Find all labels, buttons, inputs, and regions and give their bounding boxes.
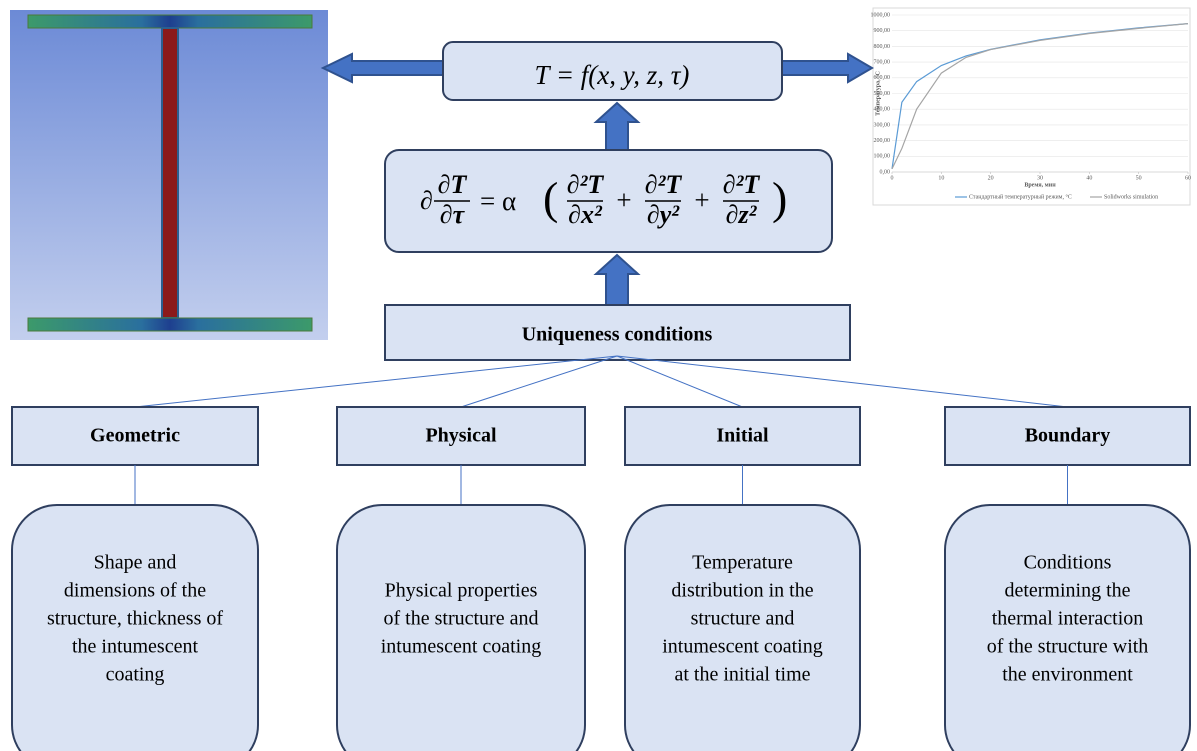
arrow-up <box>596 103 638 150</box>
x-tick-label: 60 <box>1185 175 1191 181</box>
description-line: thermal interaction <box>992 608 1144 630</box>
x-tick-label: 50 <box>1136 175 1142 181</box>
x-axis-label: Время, мин <box>1024 182 1056 188</box>
description-line: dimensions of the <box>64 580 206 602</box>
denominator: ∂τ <box>440 200 466 229</box>
x-tick-label: 0 <box>891 175 894 181</box>
equals: = α <box>480 186 516 216</box>
numerator: ∂²T <box>723 170 761 199</box>
y-tick-label: 0,00 <box>880 169 891 175</box>
paren: ( <box>543 173 558 224</box>
description-line: intumescent coating <box>662 636 823 658</box>
condition-label: Geometric <box>90 425 180 447</box>
description-line: of the structure with <box>987 636 1149 658</box>
description-line: distribution in the <box>671 580 813 602</box>
prefix: ∂ <box>420 186 433 215</box>
description-line: structure and <box>691 608 795 630</box>
description-line: of the structure and <box>384 608 539 630</box>
x-tick-label: 20 <box>988 175 994 181</box>
description-line: coating <box>106 664 165 686</box>
arrow-right <box>782 54 872 82</box>
description-line: Conditions <box>1024 552 1112 574</box>
denominator: ∂x² <box>568 200 603 229</box>
root-label: Uniqueness conditions <box>522 324 713 346</box>
numerator: ∂²T <box>645 170 683 199</box>
condition-label: Physical <box>425 425 497 447</box>
denominator: ∂z² <box>726 200 758 229</box>
description-line: intumescent coating <box>381 636 542 658</box>
y-tick-label: 100,00 <box>874 154 891 160</box>
connector <box>461 356 617 407</box>
legend-label: Стандартный температурный режим, °С <box>969 193 1072 200</box>
description-line: Shape and <box>94 552 177 574</box>
paren: ) <box>772 173 787 224</box>
arrow-up <box>596 255 638 305</box>
ibeam-image <box>10 10 328 340</box>
description-line: Temperature <box>692 552 793 574</box>
y-tick-label: 900,00 <box>874 28 891 34</box>
description-line: Physical properties <box>385 580 538 602</box>
diagram: 0,00100,00200,00300,00400,00500,00600,00… <box>0 0 1197 751</box>
description-line: determining the <box>1004 580 1130 602</box>
y-tick-label: 300,00 <box>874 122 891 128</box>
plus: + <box>694 185 709 215</box>
conditions: Geometric Shape and dimensions of the struc… <box>12 356 1190 751</box>
denominator: ∂y² <box>647 200 680 229</box>
description-line: structure, thickness of <box>47 608 223 630</box>
description-line: the intumescent <box>72 636 199 658</box>
y-axis-label: Температура, °С <box>874 71 881 116</box>
condition-label: Boundary <box>1025 425 1111 447</box>
x-tick-label: 30 <box>1037 175 1043 181</box>
description-line: at the initial time <box>674 664 810 686</box>
y-tick-label: 800,00 <box>874 44 891 50</box>
y-tick-label: 200,00 <box>874 138 891 144</box>
description-line: the environment <box>1002 664 1133 686</box>
connector <box>617 356 743 407</box>
numerator: ∂²T <box>567 170 605 199</box>
connector <box>135 356 617 407</box>
y-tick-label: 1000,00 <box>871 12 891 18</box>
legend-label: Solidworks simulation <box>1104 194 1158 200</box>
y-tick-label: 700,00 <box>874 59 891 65</box>
x-tick-label: 10 <box>938 175 944 181</box>
connector <box>617 356 1068 407</box>
chart-panel: 0,00100,00200,00300,00400,00500,00600,00… <box>871 8 1192 205</box>
numerator: ∂T <box>438 170 468 199</box>
plus: + <box>616 185 631 215</box>
x-tick-label: 40 <box>1086 175 1092 181</box>
arrow-left <box>323 54 443 82</box>
formula: T = f(x, y, z, τ) <box>535 60 690 90</box>
condition-label: Initial <box>716 425 769 447</box>
